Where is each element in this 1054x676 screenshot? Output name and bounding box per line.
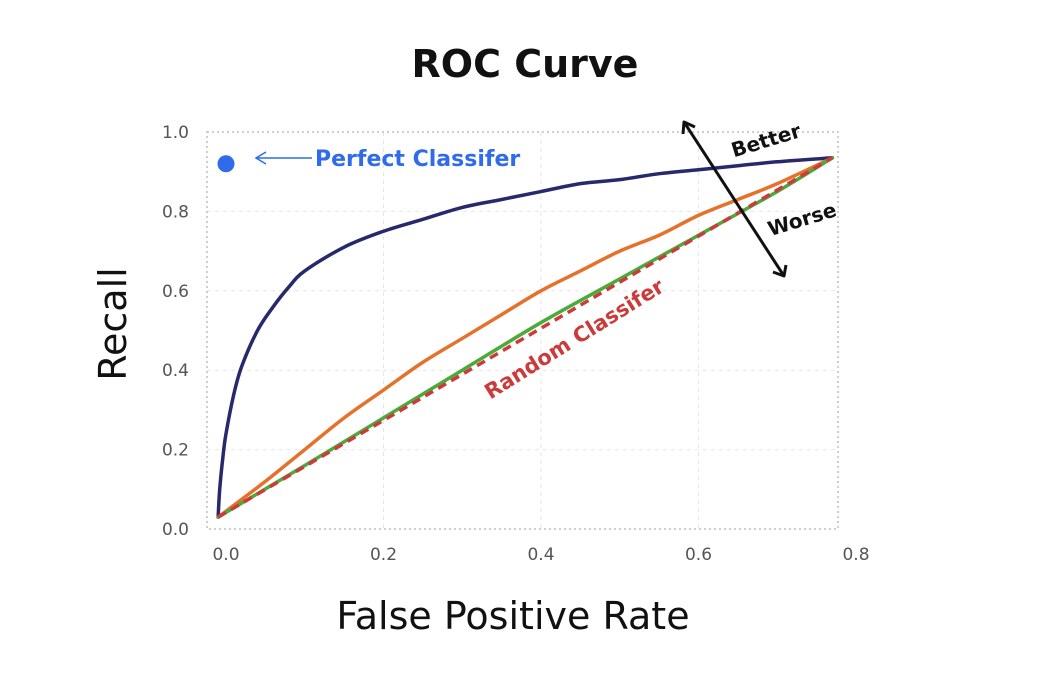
perfect-annotation: Perfect Classifer: [254, 147, 520, 172]
x-axis-label: False Positive Rate: [336, 594, 689, 638]
y-tick-label: 0.4: [162, 361, 189, 381]
x-tick-label: 0.4: [527, 545, 554, 565]
series-line-3: [216, 156, 835, 519]
points: [217, 155, 235, 173]
worse-label: Worse: [765, 198, 839, 242]
random-classifier-label: Random Classifer: [480, 274, 669, 404]
double-arrow-line: [682, 121, 786, 277]
y-tick-label: 0.2: [162, 441, 189, 461]
chart-title: ROC Curve: [412, 42, 639, 86]
y-tick-labels: 0.0 0.2 0.4 0.6 0.8 1.0: [162, 123, 189, 540]
y-tick-label: 0.8: [162, 202, 189, 222]
arrow-head-down: [772, 264, 788, 278]
arrow-head-up: [681, 120, 696, 135]
y-tick-label: 0.0: [162, 520, 189, 540]
plot-frame: [206, 131, 839, 530]
x-tick-label: 0.2: [370, 545, 397, 565]
y-tick-label: 1.0: [162, 123, 189, 143]
series-line-1: [216, 156, 835, 519]
x-tick-label: 0.8: [842, 545, 869, 565]
series-lines: [216, 156, 835, 519]
y-axis-label: Recall: [91, 267, 135, 380]
x-tick-label: 0.6: [685, 545, 712, 565]
x-tick-label: 0.0: [212, 545, 239, 565]
y-tick-label: 0.6: [162, 282, 189, 302]
series-line-4: [217, 156, 834, 519]
x-tick-labels: 0.0 0.2 0.4 0.6 0.8: [212, 545, 869, 565]
series-line-2: [216, 156, 835, 519]
perfect-classifier-label: Perfect Classifer: [315, 147, 520, 172]
perfect-classifier-point: [217, 155, 235, 173]
better-label: Better: [728, 118, 803, 162]
grid-lines: [207, 132, 838, 529]
perfect-arrow-head: [254, 151, 267, 165]
better-worse-arrow: Better Worse: [681, 118, 839, 278]
